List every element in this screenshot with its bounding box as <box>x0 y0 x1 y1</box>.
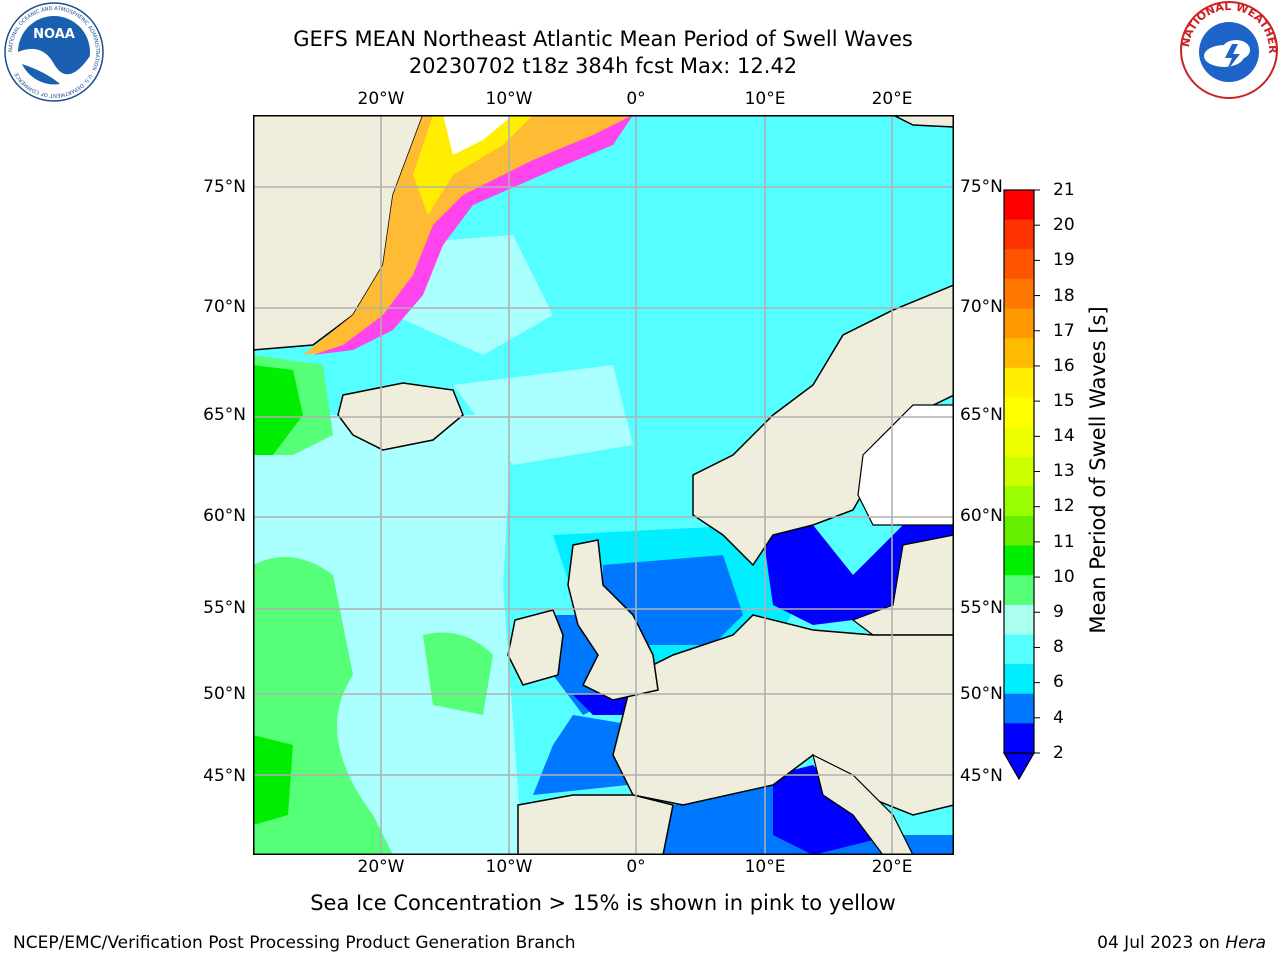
colorbar-segment <box>1004 693 1034 724</box>
colorbar-tick: 8 <box>1053 637 1064 657</box>
colorbar-tick: 14 <box>1053 426 1075 446</box>
sea-ice-pink <box>313 115 633 355</box>
lon-tick-top: 20°E <box>871 89 913 109</box>
colorbar-tick: 20 <box>1053 215 1075 235</box>
colorbar-segment <box>1004 486 1034 517</box>
lon-tick-bottom: 10°W <box>485 857 533 877</box>
lat-tick-left: 75°N <box>203 177 246 197</box>
colorbar-segment <box>1004 456 1034 487</box>
host-name: Hera <box>1225 933 1266 953</box>
lat-tick-right: 75°N <box>960 177 1003 197</box>
colorbar-tick: 11 <box>1053 532 1075 552</box>
colorbar-tick: 17 <box>1053 321 1075 341</box>
lon-tick-top: 10°E <box>744 89 786 109</box>
colorbar-segment <box>1004 604 1034 635</box>
lon-tick-top: 20°W <box>357 89 405 109</box>
colorbar-segment <box>1004 249 1034 280</box>
lat-tick-right: 55°N <box>960 598 1003 618</box>
colorbar-segment <box>1004 634 1034 665</box>
colorbar-segment <box>1004 397 1034 428</box>
lat-tick-right: 65°N <box>960 405 1003 425</box>
colorbar-segment <box>1004 723 1034 754</box>
lat-tick-left: 65°N <box>203 405 246 425</box>
credit-text: NCEP/EMC/Verification Post Processing Pr… <box>13 933 576 953</box>
colorbar-tick: 16 <box>1053 356 1075 376</box>
colorbar-segment <box>1004 664 1034 695</box>
colorbar-segment <box>1004 190 1034 221</box>
swell-period-map <box>253 115 954 855</box>
colorbar-tick: 19 <box>1053 250 1075 270</box>
land-continental-europe <box>612 614 954 816</box>
sea-ice-note: Sea Ice Concentration > 15% is shown in … <box>310 891 896 915</box>
colorbar-segment <box>1004 367 1034 398</box>
colorbar-tick: 13 <box>1053 461 1075 481</box>
date-text: 04 Jul 2023 on <box>1097 933 1226 953</box>
colorbar-tick: 2 <box>1053 743 1064 763</box>
lon-tick-top: 10°W <box>485 89 533 109</box>
sea-ice-white <box>443 115 513 155</box>
land-svalbard <box>892 115 954 128</box>
sea-ice-orange <box>303 115 633 355</box>
noaa-logo: NATIONAL OCEANIC AND ATMOSPHERIC ADMINIS… <box>4 2 104 102</box>
ocean-10-11s <box>253 365 303 455</box>
colorbar-tick: 9 <box>1053 602 1064 622</box>
lat-tick-right: 45°N <box>960 766 1003 786</box>
ocean-lt2s-tyrrhenian <box>773 765 893 855</box>
lon-tick-bottom: 20°E <box>871 857 913 877</box>
ocean-2-4s-north-sea <box>603 555 743 645</box>
colorbar-segment <box>1004 338 1034 369</box>
graticule <box>253 115 954 855</box>
lat-tick-left: 45°N <box>203 766 246 786</box>
chart-title: GEFS MEAN Northeast Atlantic Mean Period… <box>293 27 913 51</box>
lat-tick-right: 60°N <box>960 506 1003 526</box>
sea-ice-yellow <box>413 115 533 215</box>
nws-logo: NATIONAL WEATHER SERVICE <box>1178 0 1279 99</box>
lon-tick-bottom: 0° <box>626 857 646 877</box>
colorbar-extension <box>1003 752 1036 781</box>
colorbar-segment <box>1004 545 1034 576</box>
map-frame <box>253 115 954 855</box>
ocean-10-11s-south <box>253 735 293 825</box>
chart-subtitle: 20230702 t18z 384h fcst Max: 12.42 <box>408 54 798 78</box>
lat-tick-right: 50°N <box>960 684 1003 704</box>
colorbar-label: Mean Period of Swell Waves [s] <box>1086 306 1110 634</box>
colorbar <box>1003 189 1040 781</box>
colorbar-tick: 12 <box>1053 496 1075 516</box>
land-ireland <box>507 609 564 686</box>
colorbar-tick: 4 <box>1053 708 1064 728</box>
lat-tick-left: 60°N <box>203 506 246 526</box>
svg-text:NOAA: NOAA <box>33 27 75 42</box>
ocean-8-9s-mid <box>453 365 633 465</box>
colorbar-segment <box>1004 515 1034 547</box>
lat-tick-right: 70°N <box>960 297 1003 317</box>
colorbar-segment <box>1004 575 1034 606</box>
lon-tick-bottom: 10°E <box>744 857 786 877</box>
lat-tick-left: 50°N <box>203 684 246 704</box>
date-stamp: 04 Jul 2023 on Hera <box>1097 933 1266 953</box>
lat-tick-left: 70°N <box>203 297 246 317</box>
land-gulf-ice-white <box>857 404 954 526</box>
colorbar-segment <box>1004 278 1034 310</box>
colorbar-segment <box>1004 219 1034 250</box>
colorbar-tick: 6 <box>1053 672 1064 692</box>
colorbar-tick: 15 <box>1053 391 1075 411</box>
colorbar-tick: 21 <box>1053 180 1075 200</box>
colorbar-tick: 10 <box>1053 567 1075 587</box>
colorbar-segment <box>1004 427 1034 458</box>
land-italy <box>812 753 914 855</box>
lat-tick-left: 55°N <box>203 598 246 618</box>
lon-tick-top: 0° <box>626 89 646 109</box>
land-iberia <box>517 794 674 855</box>
colorbar-tick: 18 <box>1053 286 1075 306</box>
colorbar-segment <box>1004 308 1034 339</box>
lon-tick-bottom: 20°W <box>357 857 405 877</box>
